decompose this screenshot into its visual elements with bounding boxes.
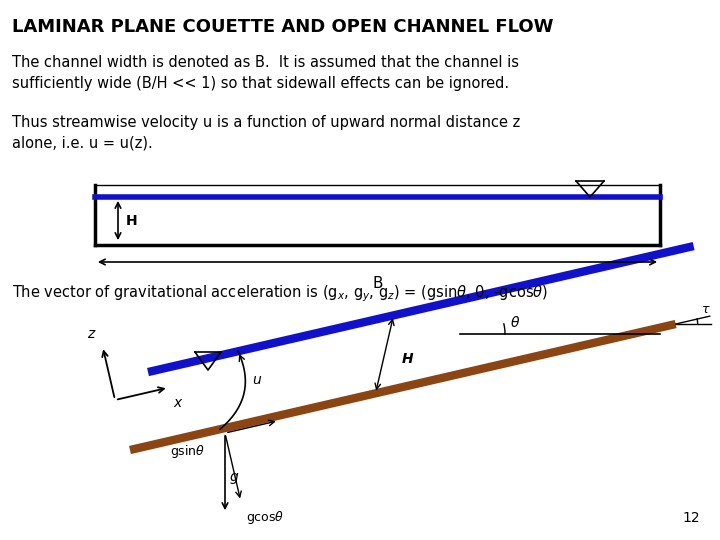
Text: $\theta$: $\theta$ xyxy=(510,314,521,329)
Text: u: u xyxy=(252,373,261,387)
Text: B: B xyxy=(372,276,383,291)
Text: $\tau$: $\tau$ xyxy=(701,302,710,315)
Text: H: H xyxy=(402,352,413,366)
Text: gcos$\theta$: gcos$\theta$ xyxy=(246,509,284,526)
Text: The channel width is denoted as B.  It is assumed that the channel is
sufficient: The channel width is denoted as B. It is… xyxy=(12,55,519,91)
Text: gsin$\theta$: gsin$\theta$ xyxy=(170,443,205,460)
Text: The vector of gravitational acceleration is (g$_x$, g$_y$, g$_z$) = (gsin$\theta: The vector of gravitational acceleration… xyxy=(12,283,548,303)
Text: H: H xyxy=(126,214,138,228)
Text: x: x xyxy=(174,396,182,410)
Text: z: z xyxy=(87,327,94,341)
Text: LAMINAR PLANE COUETTE AND OPEN CHANNEL FLOW: LAMINAR PLANE COUETTE AND OPEN CHANNEL F… xyxy=(12,18,554,36)
Text: 12: 12 xyxy=(683,511,700,525)
Text: g: g xyxy=(230,470,239,484)
Text: Thus streamwise velocity u is a function of upward normal distance z
alone, i.e.: Thus streamwise velocity u is a function… xyxy=(12,115,521,151)
